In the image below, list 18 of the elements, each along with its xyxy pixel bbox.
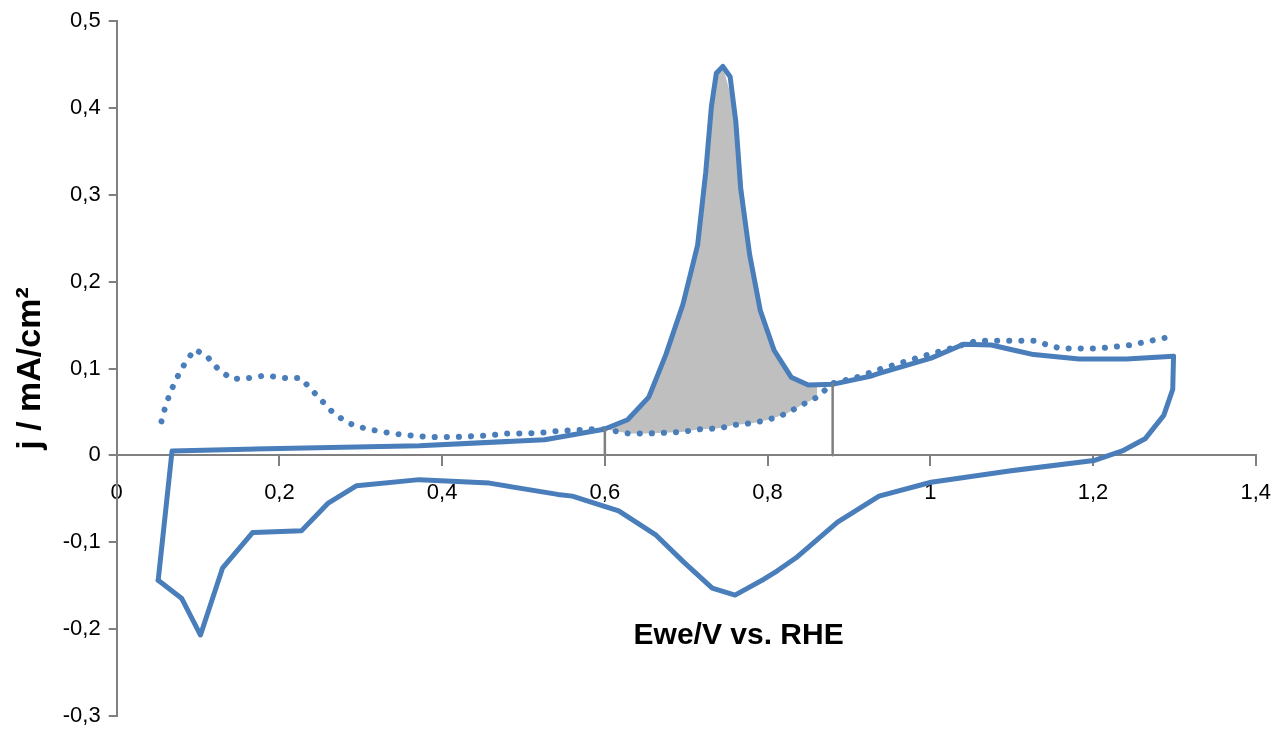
x-tick-label: 1 [924,478,937,504]
y-tick-label: 0,4 [70,94,101,120]
x-tick-label: 0,4 [426,478,458,504]
x-tick-label: 0,2 [264,478,295,504]
x-tick-label: 1,4 [1240,478,1272,504]
y-tick-label: -0,1 [62,528,101,554]
y-tick-label: -0,2 [62,615,101,641]
x-tick-label: 1,2 [1077,478,1109,504]
y-tick-label: -0,3 [62,701,101,727]
y-tick-label: 0 [88,441,101,467]
y-tick-label: 0,1 [70,354,101,380]
y-axis-title: j / mA/cm² [8,287,47,451]
x-axis-title: Ewe/V vs. RHE [633,617,844,651]
x-tick-label: 0,6 [589,478,621,504]
y-tick-label: 0,5 [70,7,101,33]
y-tick-label: 0,3 [70,180,101,206]
y-tick-label: 0,2 [70,267,101,293]
x-tick-label: 0,8 [752,478,783,504]
